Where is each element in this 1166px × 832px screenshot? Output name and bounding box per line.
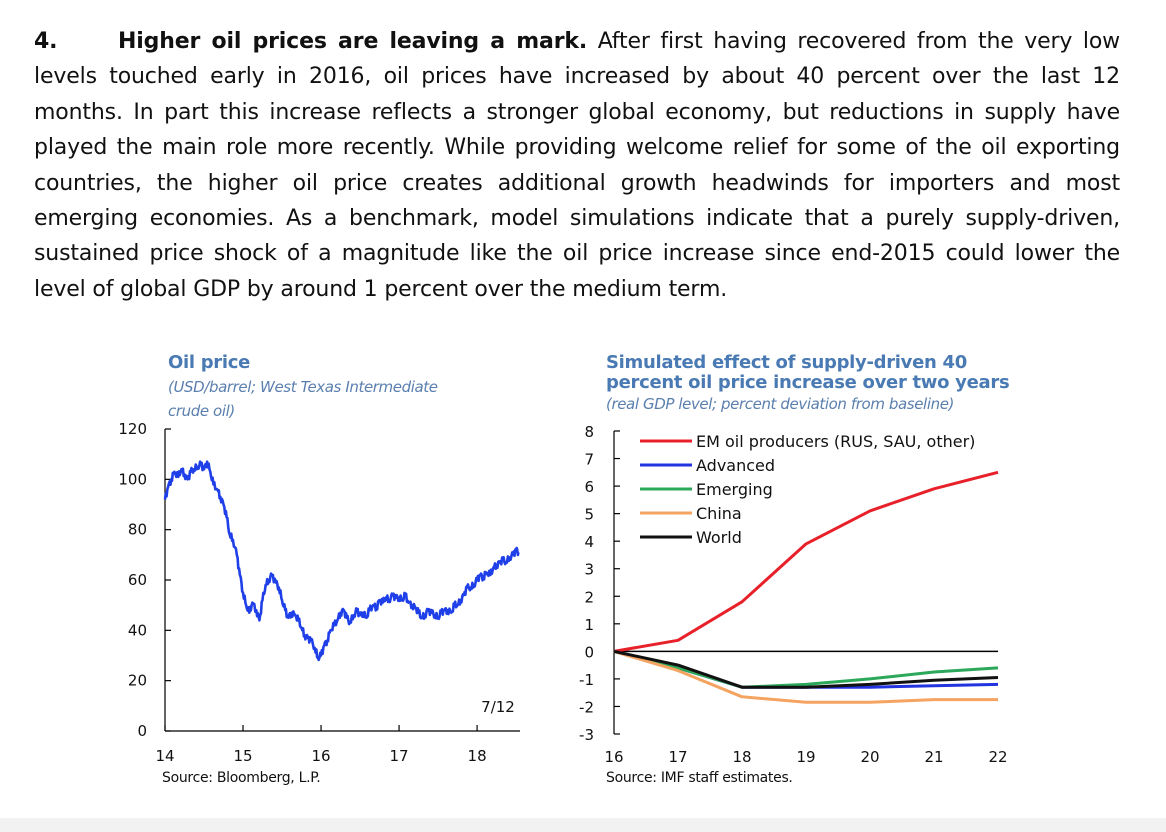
chart2-legend-label: China <box>696 504 742 523</box>
chart1-x-tick-label: 18 <box>468 747 487 765</box>
paragraph-number: 4. <box>34 29 58 54</box>
chart1-date-annotation: 7/12 <box>481 698 515 716</box>
chart2-x-tick-label: 20 <box>860 748 879 766</box>
paragraph-lead: Higher oil prices are leaving a mark. <box>118 29 588 54</box>
chart2-subtitle: (real GDP level; percent deviation from … <box>606 395 954 413</box>
chart1-x-tick-label: 17 <box>390 747 409 765</box>
chart1-source: Source: Bloomberg, L.P. <box>162 770 321 786</box>
page-bottom-band <box>0 818 1166 832</box>
chart2-legend-label: Advanced <box>696 456 775 475</box>
chart2-title-line2: percent oil price increase over two year… <box>606 372 1010 393</box>
chart2-y-tick-label: 3 <box>584 561 594 579</box>
chart2-series-line-2 <box>613 649 999 689</box>
chart2-y-tick-label: -3 <box>579 726 594 744</box>
chart1-y-tick-label: 120 <box>118 420 147 438</box>
chart2-title-line1: Simulated effect of supply-driven 40 <box>606 352 967 373</box>
chart2-y-tick-label: 2 <box>584 588 594 606</box>
chart2-y-tick-label: -1 <box>579 671 594 689</box>
chart2-y-tick-label: 7 <box>584 451 594 469</box>
chart2-source: Source: IMF staff estimates. <box>606 770 793 786</box>
chart1-y-tick-label: 0 <box>137 722 147 740</box>
chart2-y-tick-label: 5 <box>584 506 594 524</box>
chart1-y-tick-label: 40 <box>128 621 147 639</box>
paragraph-body: After first having recovered from the ve… <box>34 29 1121 302</box>
chart2-x-tick-label: 19 <box>796 748 815 766</box>
chart2-legend-label: EM oil producers (RUS, SAU, other) <box>696 432 975 451</box>
chart2-x-tick-label: 22 <box>988 748 1007 766</box>
chart2-y-tick-label: 1 <box>584 616 594 634</box>
chart2-y-tick-label: -2 <box>579 698 594 716</box>
chart2-series-line-0 <box>613 470 999 653</box>
chart2-y-tick-label: 0 <box>584 643 594 661</box>
paragraph: 4. Higher oil prices are leaving a mark. … <box>34 24 1120 307</box>
chart1-x-tick-label: 14 <box>155 747 174 765</box>
chart1-y-tick-label: 80 <box>128 521 147 539</box>
chart2-legend-label: Emerging <box>696 480 773 499</box>
chart2-y-tick-label: 8 <box>584 423 594 441</box>
chart1-x-tick-label: 16 <box>311 747 330 765</box>
chart1-subtitle-line2: crude oil) <box>168 402 235 420</box>
chart2-x-tick-label: 17 <box>668 748 687 766</box>
chart2-series-line-4 <box>613 649 999 689</box>
chart1-y-tick-label: 100 <box>118 470 147 488</box>
chart2-series-line-3 <box>613 649 998 704</box>
chart1-series-line <box>163 460 520 662</box>
chart1-y-tick-label: 20 <box>128 672 147 690</box>
chart1-title: Oil price <box>168 352 251 373</box>
chart2-x-tick-label: 21 <box>924 748 943 766</box>
chart2-x-tick-label: 16 <box>604 748 623 766</box>
chart2-legend-label: World <box>696 528 742 547</box>
chart2-y-tick-label: 6 <box>584 478 594 496</box>
chart1-x-tick-label: 15 <box>233 747 252 765</box>
chart1-y-tick-label: 60 <box>128 571 147 589</box>
chart2-x-tick-label: 18 <box>732 748 751 766</box>
chart2-y-tick-label: 4 <box>584 533 594 551</box>
chart1-subtitle-line1: (USD/barrel; West Texas Intermediate <box>168 378 438 396</box>
